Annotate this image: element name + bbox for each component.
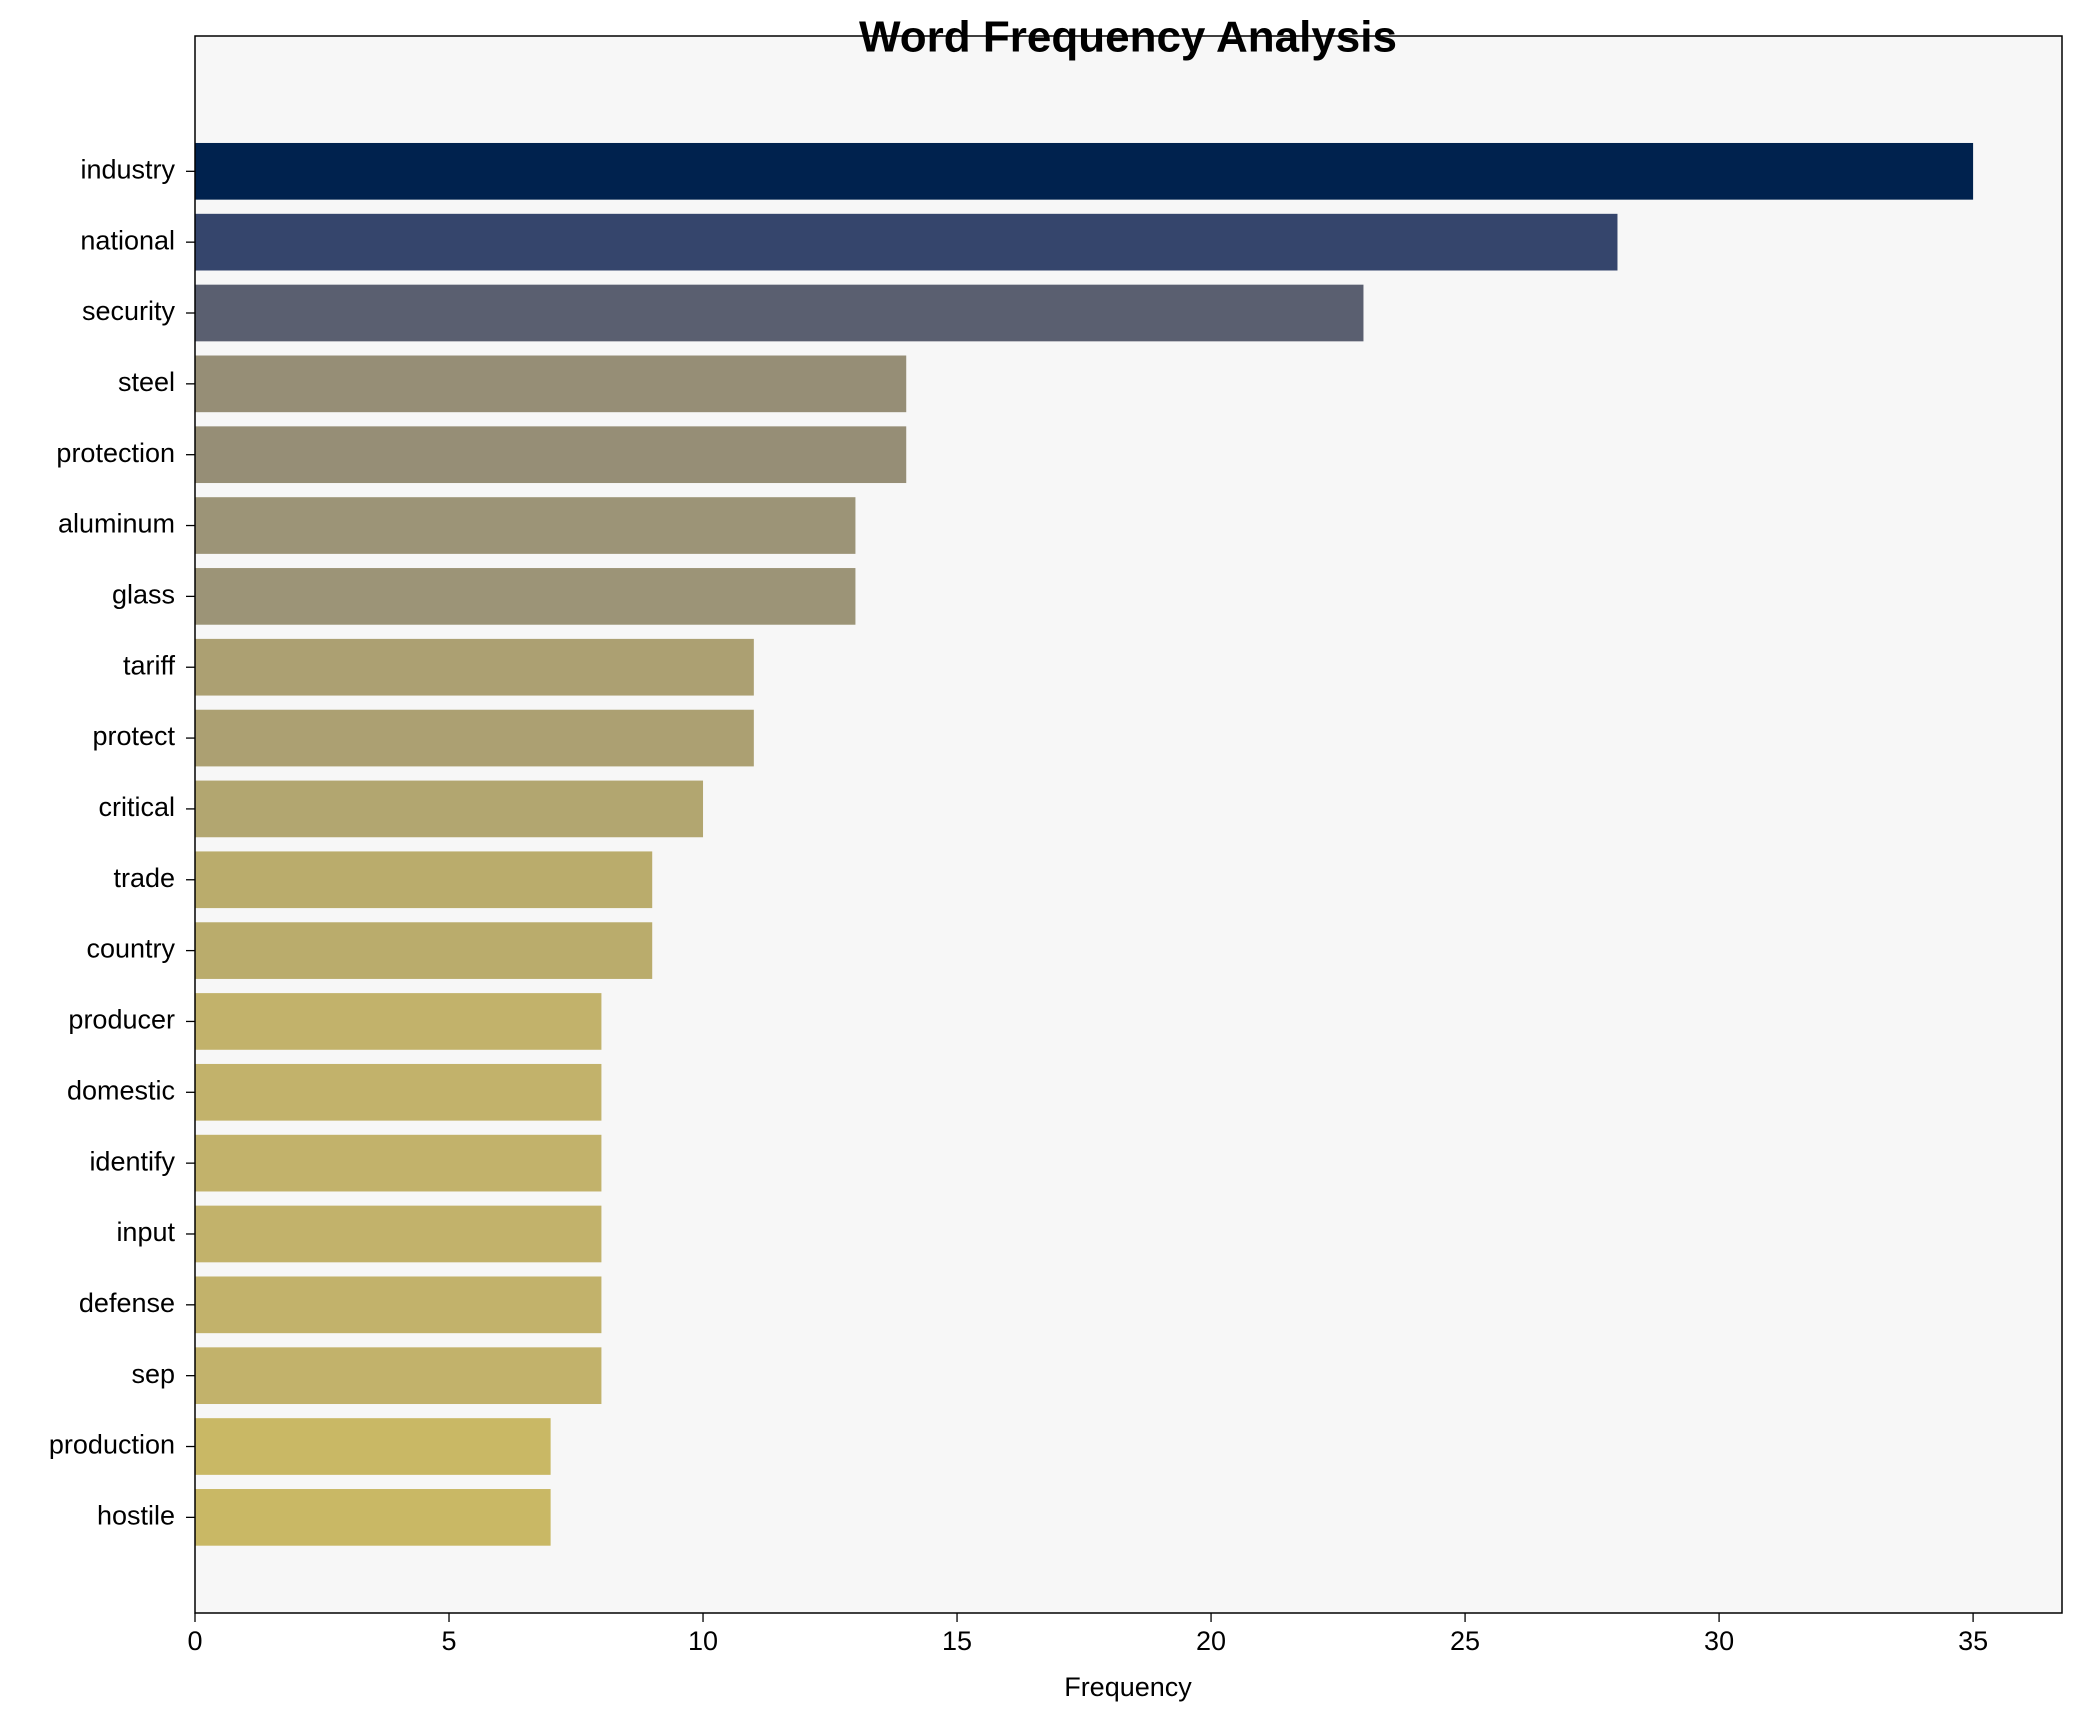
y-tick-label: protection xyxy=(56,438,175,468)
x-tick-label: 10 xyxy=(688,1626,718,1656)
y-tick-label: domestic xyxy=(67,1075,175,1105)
x-tick-label: 5 xyxy=(441,1626,456,1656)
bar xyxy=(195,1276,602,1334)
y-tick-label: input xyxy=(116,1217,175,1247)
y-tick-label: defense xyxy=(79,1288,175,1318)
bar xyxy=(195,851,653,909)
bar xyxy=(195,709,754,767)
y-tick-label: sep xyxy=(131,1359,175,1389)
y-tick-label: country xyxy=(86,934,175,964)
bar xyxy=(195,1347,602,1405)
y-tick-label: aluminum xyxy=(58,509,175,539)
x-tick-label: 30 xyxy=(1704,1626,1734,1656)
bar xyxy=(195,780,704,838)
y-tick-label: protect xyxy=(92,721,175,751)
y-tick-label: production xyxy=(49,1430,175,1460)
bar xyxy=(195,1063,602,1121)
bar xyxy=(195,1489,551,1546)
y-tick-label: glass xyxy=(112,580,175,610)
y-tick-label: hostile xyxy=(97,1500,175,1530)
bar xyxy=(195,568,856,625)
x-tick-label: 35 xyxy=(1958,1626,1988,1656)
bar xyxy=(195,213,1618,271)
y-tick-label: tariff xyxy=(123,650,176,680)
bar xyxy=(195,497,856,554)
x-tick-label: 0 xyxy=(187,1626,202,1656)
x-tick-label: 25 xyxy=(1450,1626,1480,1656)
x-axis-label: Frequency xyxy=(1064,1672,1192,1702)
y-tick-label: critical xyxy=(98,792,175,822)
bar xyxy=(195,142,1974,200)
y-tick-label: steel xyxy=(118,367,175,397)
x-tick-label: 20 xyxy=(1196,1626,1226,1656)
bar xyxy=(195,922,653,979)
bar xyxy=(195,284,1364,342)
chart-title: Word Frequency Analysis xyxy=(859,13,1397,62)
bar xyxy=(195,1134,602,1192)
y-tick-label: security xyxy=(82,296,176,326)
y-tick-label: identify xyxy=(89,1146,175,1176)
bar xyxy=(195,355,907,413)
y-tick-label: trade xyxy=(113,863,175,893)
bar xyxy=(195,993,602,1050)
y-tick-label: producer xyxy=(68,1005,175,1035)
bar xyxy=(195,638,754,696)
bar xyxy=(195,1418,551,1475)
y-tick-label: national xyxy=(80,225,175,255)
bar xyxy=(195,1205,602,1263)
plot-frame xyxy=(194,35,2063,1614)
bar xyxy=(195,426,907,484)
y-tick-label: industry xyxy=(80,154,175,184)
x-tick-label: 15 xyxy=(942,1626,972,1656)
